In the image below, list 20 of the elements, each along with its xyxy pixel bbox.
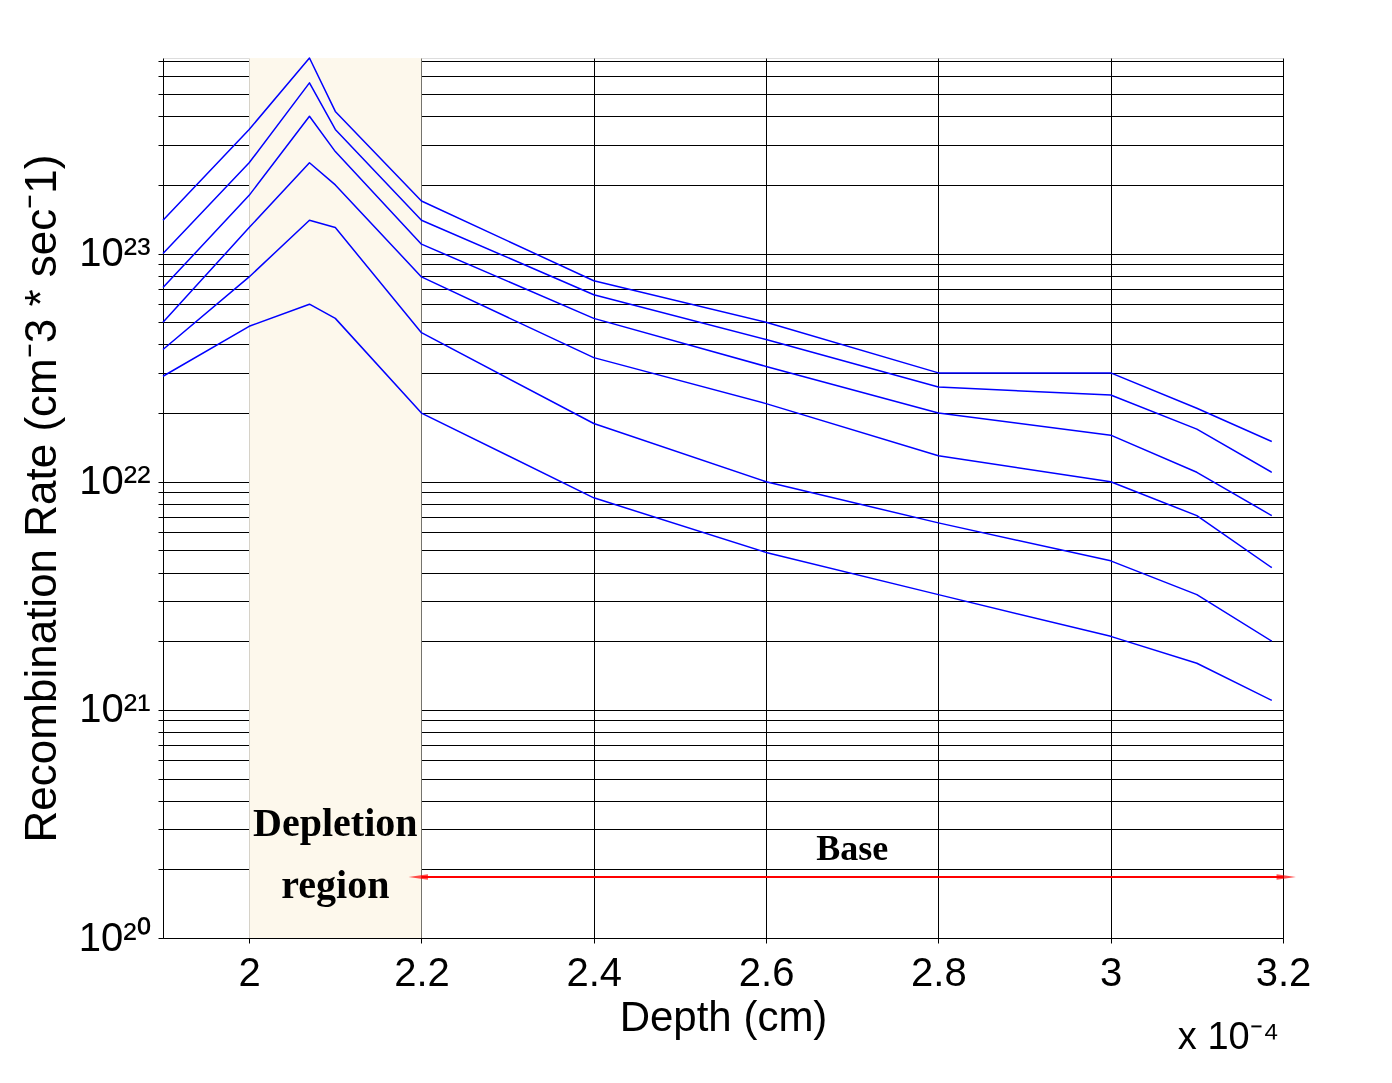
x-tick-label: 2 (238, 949, 261, 994)
y-tick-label: 10²³ (79, 230, 151, 275)
x-tick-label: 2.8 (911, 949, 967, 994)
y-axis-title: Recombination Rate (cm⁻3 * sec⁻1) (15, 154, 65, 843)
band-label: Depletion region (253, 799, 418, 907)
x-tick-label: 2.6 (738, 949, 795, 994)
x-tick-label: 3.2 (1255, 949, 1312, 994)
x-tick-label: 3 (1100, 949, 1123, 994)
line-series (162, 115, 1273, 517)
x-tick-label: 2.4 (566, 949, 623, 994)
line-series (162, 303, 1273, 702)
y-tick-label: 10²² (79, 458, 151, 503)
annotation: Base (816, 828, 889, 869)
y-tick-label: 10²¹ (79, 686, 151, 731)
x-axis-title: Depth (cm) (619, 992, 828, 1040)
text: x 10⁻⁴ (1177, 1015, 1279, 1057)
x-tick-label: 2.2 (394, 949, 450, 994)
line-series (162, 162, 1273, 569)
line-series (162, 219, 1273, 642)
y-tick-label: 10²⁰ (78, 914, 151, 959)
